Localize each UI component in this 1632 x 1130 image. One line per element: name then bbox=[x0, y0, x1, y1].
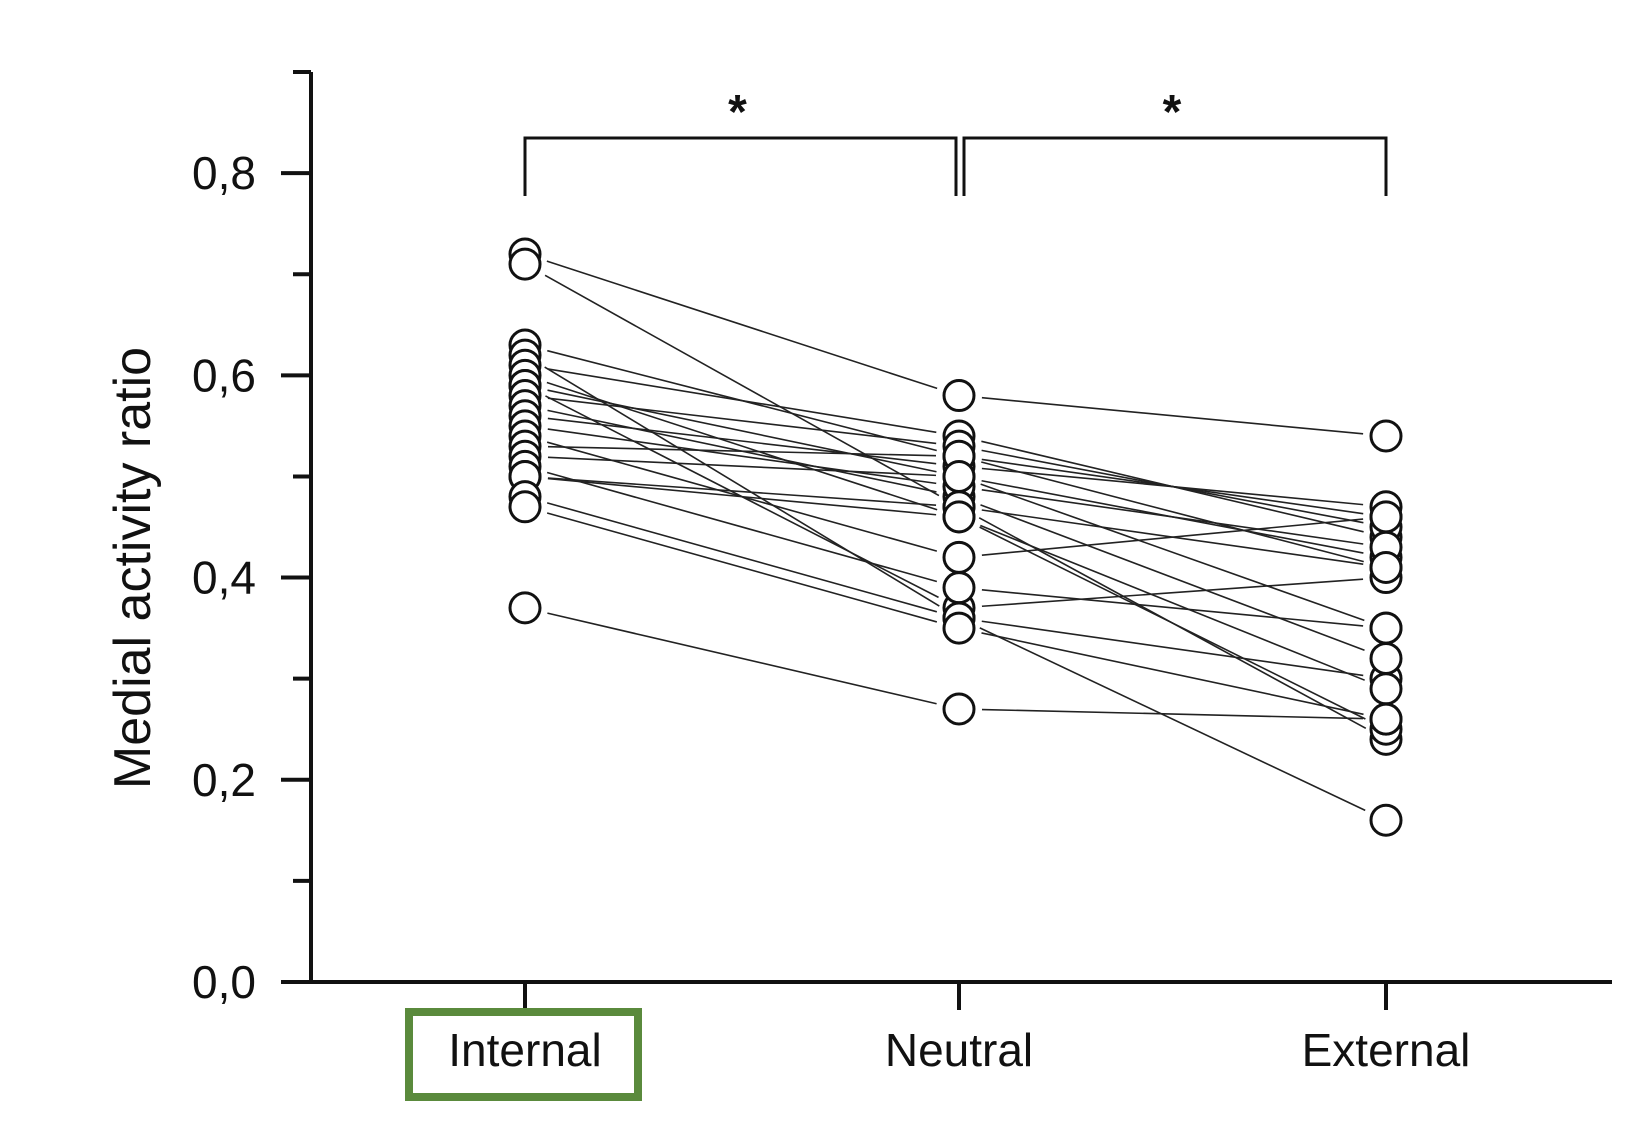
x-ticks: Internal Neutral External bbox=[448, 982, 1470, 1076]
subject-line bbox=[547, 445, 937, 457]
y-tick-label: 0,8 bbox=[192, 147, 256, 199]
data-point bbox=[1369, 611, 1403, 645]
significance-bracket bbox=[962, 136, 1388, 196]
subject-line bbox=[546, 502, 938, 613]
subject-line bbox=[547, 428, 937, 485]
data-point bbox=[1369, 803, 1403, 837]
subject-line bbox=[979, 526, 1366, 720]
significance-star: * bbox=[1163, 86, 1182, 139]
y-tick-label: 0,0 bbox=[192, 956, 256, 1008]
y-tick-label: 0,6 bbox=[192, 349, 256, 401]
subject-line bbox=[547, 368, 937, 434]
data-points bbox=[508, 237, 1403, 837]
data-point bbox=[942, 540, 976, 574]
subject-line bbox=[547, 397, 937, 445]
subject-line bbox=[544, 274, 940, 497]
subject-line bbox=[980, 524, 1365, 681]
subject-lines bbox=[544, 260, 1367, 812]
subject-line bbox=[544, 366, 940, 607]
subject-line bbox=[546, 471, 938, 583]
data-point bbox=[942, 571, 976, 605]
data-point bbox=[1369, 419, 1403, 453]
subject-line bbox=[547, 612, 937, 705]
subject-line bbox=[981, 578, 1364, 608]
y-tick-label: 0,2 bbox=[192, 754, 256, 806]
data-point bbox=[942, 611, 976, 645]
significance-brackets: * * bbox=[523, 86, 1388, 196]
data-point bbox=[1369, 550, 1403, 584]
y-ticks: 0,0 0,2 0,4 0,6 0,8 bbox=[192, 70, 311, 1008]
subject-line bbox=[981, 708, 1364, 720]
subject-line bbox=[981, 518, 1364, 556]
subject-line bbox=[547, 417, 937, 465]
significance-bracket bbox=[523, 136, 958, 196]
subject-line bbox=[980, 504, 1365, 652]
data-point bbox=[1369, 672, 1403, 706]
data-point bbox=[508, 247, 542, 281]
subject-line bbox=[980, 483, 1365, 622]
significance-star: * bbox=[728, 86, 747, 139]
subject-line bbox=[981, 632, 1364, 716]
subject-line bbox=[981, 467, 1364, 506]
subject-line bbox=[981, 620, 1364, 677]
subject-line bbox=[981, 589, 1364, 627]
subject-line bbox=[547, 456, 937, 477]
subject-line bbox=[546, 260, 938, 390]
x-category-label: Internal bbox=[448, 1024, 601, 1076]
data-point bbox=[942, 692, 976, 726]
data-point bbox=[942, 500, 976, 534]
data-point bbox=[942, 379, 976, 413]
subject-line bbox=[981, 396, 1364, 435]
subject-line bbox=[546, 512, 938, 623]
data-point bbox=[508, 591, 542, 625]
highlight-box bbox=[405, 1008, 642, 1101]
data-point bbox=[508, 490, 542, 524]
subject-line bbox=[979, 627, 1366, 812]
x-category-label: Neutral bbox=[885, 1024, 1033, 1076]
data-point bbox=[1369, 500, 1403, 534]
y-axis-title: Medial activity ratio bbox=[104, 347, 162, 789]
y-tick-label: 0,4 bbox=[192, 552, 256, 604]
data-point bbox=[942, 459, 976, 493]
subject-line bbox=[547, 477, 937, 516]
data-point bbox=[1369, 702, 1403, 736]
subject-line bbox=[547, 389, 937, 473]
subject-line bbox=[981, 488, 1364, 545]
subject-line bbox=[547, 477, 937, 506]
x-category-label: External bbox=[1302, 1024, 1471, 1076]
data-point bbox=[1369, 641, 1403, 675]
subject-line bbox=[981, 461, 1364, 563]
